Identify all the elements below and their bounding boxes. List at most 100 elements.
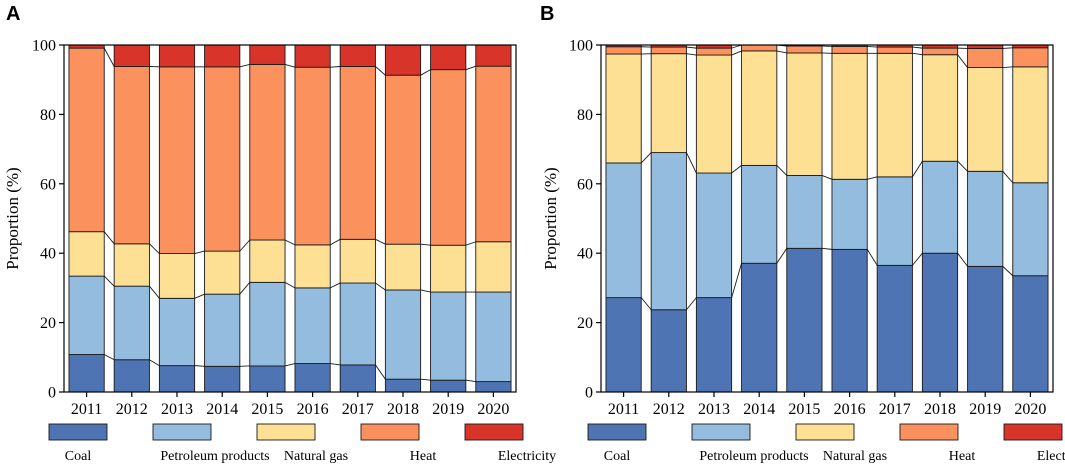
x-tick-label: 2012 (116, 401, 148, 418)
connector-line (420, 69, 431, 76)
legend-label-electricity: Electricity (498, 449, 556, 464)
bar-segment-coal-2017 (339, 364, 376, 393)
legend-swatch-coal (587, 423, 647, 441)
legend-swatch-petroleum-products (152, 423, 212, 441)
bar-segment-petroleum-products-2014 (741, 164, 778, 264)
bar-segment-natural-gas-2012 (650, 53, 687, 154)
x-tick-label: 2015 (251, 401, 283, 418)
bar-segment-natural-gas-2015 (786, 52, 823, 176)
bar-segment-petroleum-products-2012 (650, 152, 687, 311)
x-tick-label: 2014 (743, 401, 775, 418)
connector-line (194, 365, 205, 367)
connector-line (640, 297, 652, 311)
bar-segment-heat-2013 (695, 47, 733, 56)
bar-segment-heat-2014 (204, 66, 241, 252)
bar-segment-heat-2017 (876, 46, 913, 54)
legend-swatch-heat (899, 423, 959, 441)
bar-segment-petroleum-products-2019 (430, 291, 467, 381)
bar-segment-coal-2020 (1012, 275, 1049, 393)
bar-segment-natural-gas-2016 (294, 244, 331, 289)
bar-segment-electricity-2016 (294, 44, 331, 68)
x-tick-label: 2020 (477, 401, 509, 418)
bar-segment-heat-2018 (921, 47, 959, 56)
bar-segment-petroleum-products-2018 (921, 160, 959, 254)
x-tick-label: 2016 (834, 401, 866, 418)
y-tick-label: 100 (32, 38, 56, 55)
legend-label-electricity: Electricity (1037, 449, 1065, 464)
legend-label-coal: Coal (65, 449, 92, 464)
connector-line (330, 238, 341, 246)
bar-segment-coal-2020 (475, 381, 512, 393)
x-tick-label: 2013 (698, 401, 730, 418)
bar-segment-heat-2019 (967, 48, 1004, 69)
connector-line (912, 160, 923, 178)
bar-segment-heat-2013 (158, 66, 196, 255)
bar-segment-petroleum-products-2012 (113, 285, 150, 361)
bar-segment-heat-2015 (249, 63, 286, 241)
legend-swatch-electricity (1003, 423, 1063, 441)
y-tick-label: 40 (40, 246, 56, 263)
x-tick-label: 2013 (161, 401, 193, 418)
plot-frame (63, 44, 517, 393)
legend-swatch-natural-gas (795, 423, 855, 441)
connector-line (375, 238, 386, 245)
y-tick-label: 0 (585, 385, 593, 402)
bar-segment-coal-2015 (786, 247, 823, 393)
y-tick-label: 60 (577, 176, 593, 193)
connector-line (149, 243, 160, 254)
legend-swatch-natural-gas (256, 423, 316, 441)
bar-segment-electricity-2018 (384, 44, 422, 76)
bar-segment-petroleum-products-2016 (831, 178, 868, 250)
connector-line (957, 160, 968, 172)
y-tick-label: 100 (569, 38, 593, 55)
bar-segment-heat-2017 (339, 66, 376, 240)
connector-line (375, 66, 386, 76)
connector-line (731, 263, 743, 298)
bar-segment-natural-gas-2017 (876, 52, 913, 178)
bar-segment-natural-gas-2018 (921, 54, 959, 162)
connector-line (284, 281, 296, 289)
connector-line (420, 378, 431, 381)
connector-line (686, 152, 697, 174)
connector-line (103, 275, 115, 287)
connector-line (330, 282, 341, 289)
connector-line (239, 239, 251, 252)
panel-letter-b: B (540, 3, 554, 25)
bar-segment-coal-2012 (650, 309, 687, 393)
connector-line (912, 252, 923, 266)
bar-segment-natural-gas-2012 (113, 243, 150, 287)
x-tick-label: 2020 (1014, 401, 1046, 418)
connector-line (375, 282, 386, 291)
bar-segment-petroleum-products-2017 (876, 176, 913, 266)
bar-segment-coal-2019 (967, 265, 1004, 393)
chart-panel-b: 0 20 40 60 80 100 2011 2012 2013 2014 2015 2016 2017… (541, 38, 1054, 418)
bar-segment-electricity-2019 (430, 44, 467, 71)
bar-segment-petroleum-products-2015 (249, 281, 286, 367)
y-axis-label: Proportion (%) (541, 167, 560, 269)
x-tick-label: 2018 (387, 401, 419, 418)
connector-line (731, 165, 742, 174)
panel-letter-a: A (6, 3, 20, 25)
legend-swatch-electricity (464, 423, 524, 441)
bar-segment-natural-gas-2017 (339, 238, 376, 284)
bar-segment-heat-2020 (1012, 47, 1049, 68)
bar-segment-electricity-2020 (475, 44, 512, 67)
legend-label-heat: Heat (949, 449, 976, 464)
bar-segment-heat-2011 (605, 46, 642, 55)
bar-segment-coal-2011 (605, 297, 642, 393)
legend-swatch-petroleum-products (691, 423, 751, 441)
connector-line (640, 152, 652, 164)
x-tick-label: 2017 (342, 401, 374, 418)
bar-segment-petroleum-products-2014 (204, 293, 241, 367)
connector-line (420, 243, 431, 246)
legend-swatch-heat (360, 423, 420, 441)
bar-segment-electricity-2015 (249, 44, 286, 65)
bar-segment-electricity-2017 (339, 44, 376, 67)
legend-label-heat: Heat (410, 449, 437, 464)
plot-frame (600, 44, 1054, 393)
connector-line (104, 354, 115, 361)
y-tick-label: 40 (577, 246, 593, 263)
legend-swatch-coal (48, 423, 108, 441)
connector-line (1002, 266, 1014, 277)
legend-label-coal: Coal (604, 449, 631, 464)
